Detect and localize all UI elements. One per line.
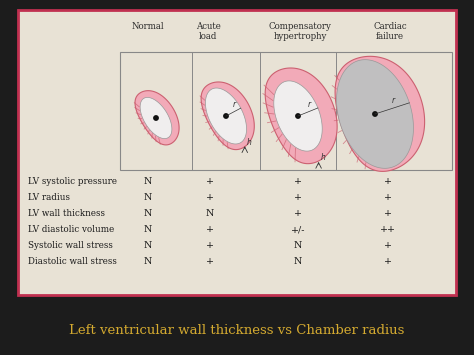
Text: N: N <box>144 193 152 202</box>
Text: +: + <box>294 193 302 202</box>
Text: N: N <box>144 225 152 235</box>
Circle shape <box>296 114 300 118</box>
Text: +: + <box>384 178 392 186</box>
Text: +: + <box>384 209 392 218</box>
Polygon shape <box>274 81 322 151</box>
Text: +: + <box>384 241 392 251</box>
Polygon shape <box>265 68 337 164</box>
Polygon shape <box>205 88 246 144</box>
Text: N: N <box>294 241 302 251</box>
Text: N: N <box>144 257 152 267</box>
Text: +: + <box>384 257 392 267</box>
Text: N: N <box>144 178 152 186</box>
Text: Diastolic wall stress: Diastolic wall stress <box>28 257 117 267</box>
Polygon shape <box>337 60 413 168</box>
Circle shape <box>224 114 228 118</box>
Text: +: + <box>206 178 214 186</box>
Text: +: + <box>206 193 214 202</box>
Text: Acute
load: Acute load <box>196 22 220 42</box>
Text: +: + <box>384 193 392 202</box>
Polygon shape <box>201 82 254 149</box>
Text: Left ventricular wall thickness vs Chamber radius: Left ventricular wall thickness vs Chamb… <box>69 323 405 337</box>
Text: r: r <box>392 97 395 105</box>
Text: N: N <box>144 209 152 218</box>
Text: +: + <box>206 225 214 235</box>
Text: r: r <box>233 100 236 109</box>
Polygon shape <box>140 97 172 138</box>
Text: LV radius: LV radius <box>28 193 70 202</box>
Text: LV systolic pressure: LV systolic pressure <box>28 178 117 186</box>
Circle shape <box>154 116 158 120</box>
Text: h: h <box>320 153 326 163</box>
Text: N: N <box>206 209 214 218</box>
Text: +: + <box>206 241 214 251</box>
Text: Systolic wall stress: Systolic wall stress <box>28 241 113 251</box>
Circle shape <box>373 112 377 116</box>
Bar <box>120 52 452 170</box>
Text: +: + <box>294 209 302 218</box>
Polygon shape <box>135 91 179 145</box>
Text: h: h <box>247 138 252 147</box>
Text: N: N <box>294 257 302 267</box>
Text: N: N <box>144 241 152 251</box>
Text: Cardiac
failure: Cardiac failure <box>373 22 407 42</box>
Text: +: + <box>206 257 214 267</box>
Polygon shape <box>335 56 425 171</box>
Text: LV wall thickness: LV wall thickness <box>28 209 105 218</box>
Text: r: r <box>307 100 310 109</box>
Text: ++: ++ <box>380 225 396 235</box>
Text: Compensatory
hypertrophy: Compensatory hypertrophy <box>269 22 331 42</box>
Text: LV diastolic volume: LV diastolic volume <box>28 225 114 235</box>
Text: Normal: Normal <box>132 22 164 31</box>
Text: +: + <box>294 178 302 186</box>
Text: +/-: +/- <box>291 225 305 235</box>
FancyBboxPatch shape <box>18 10 456 295</box>
